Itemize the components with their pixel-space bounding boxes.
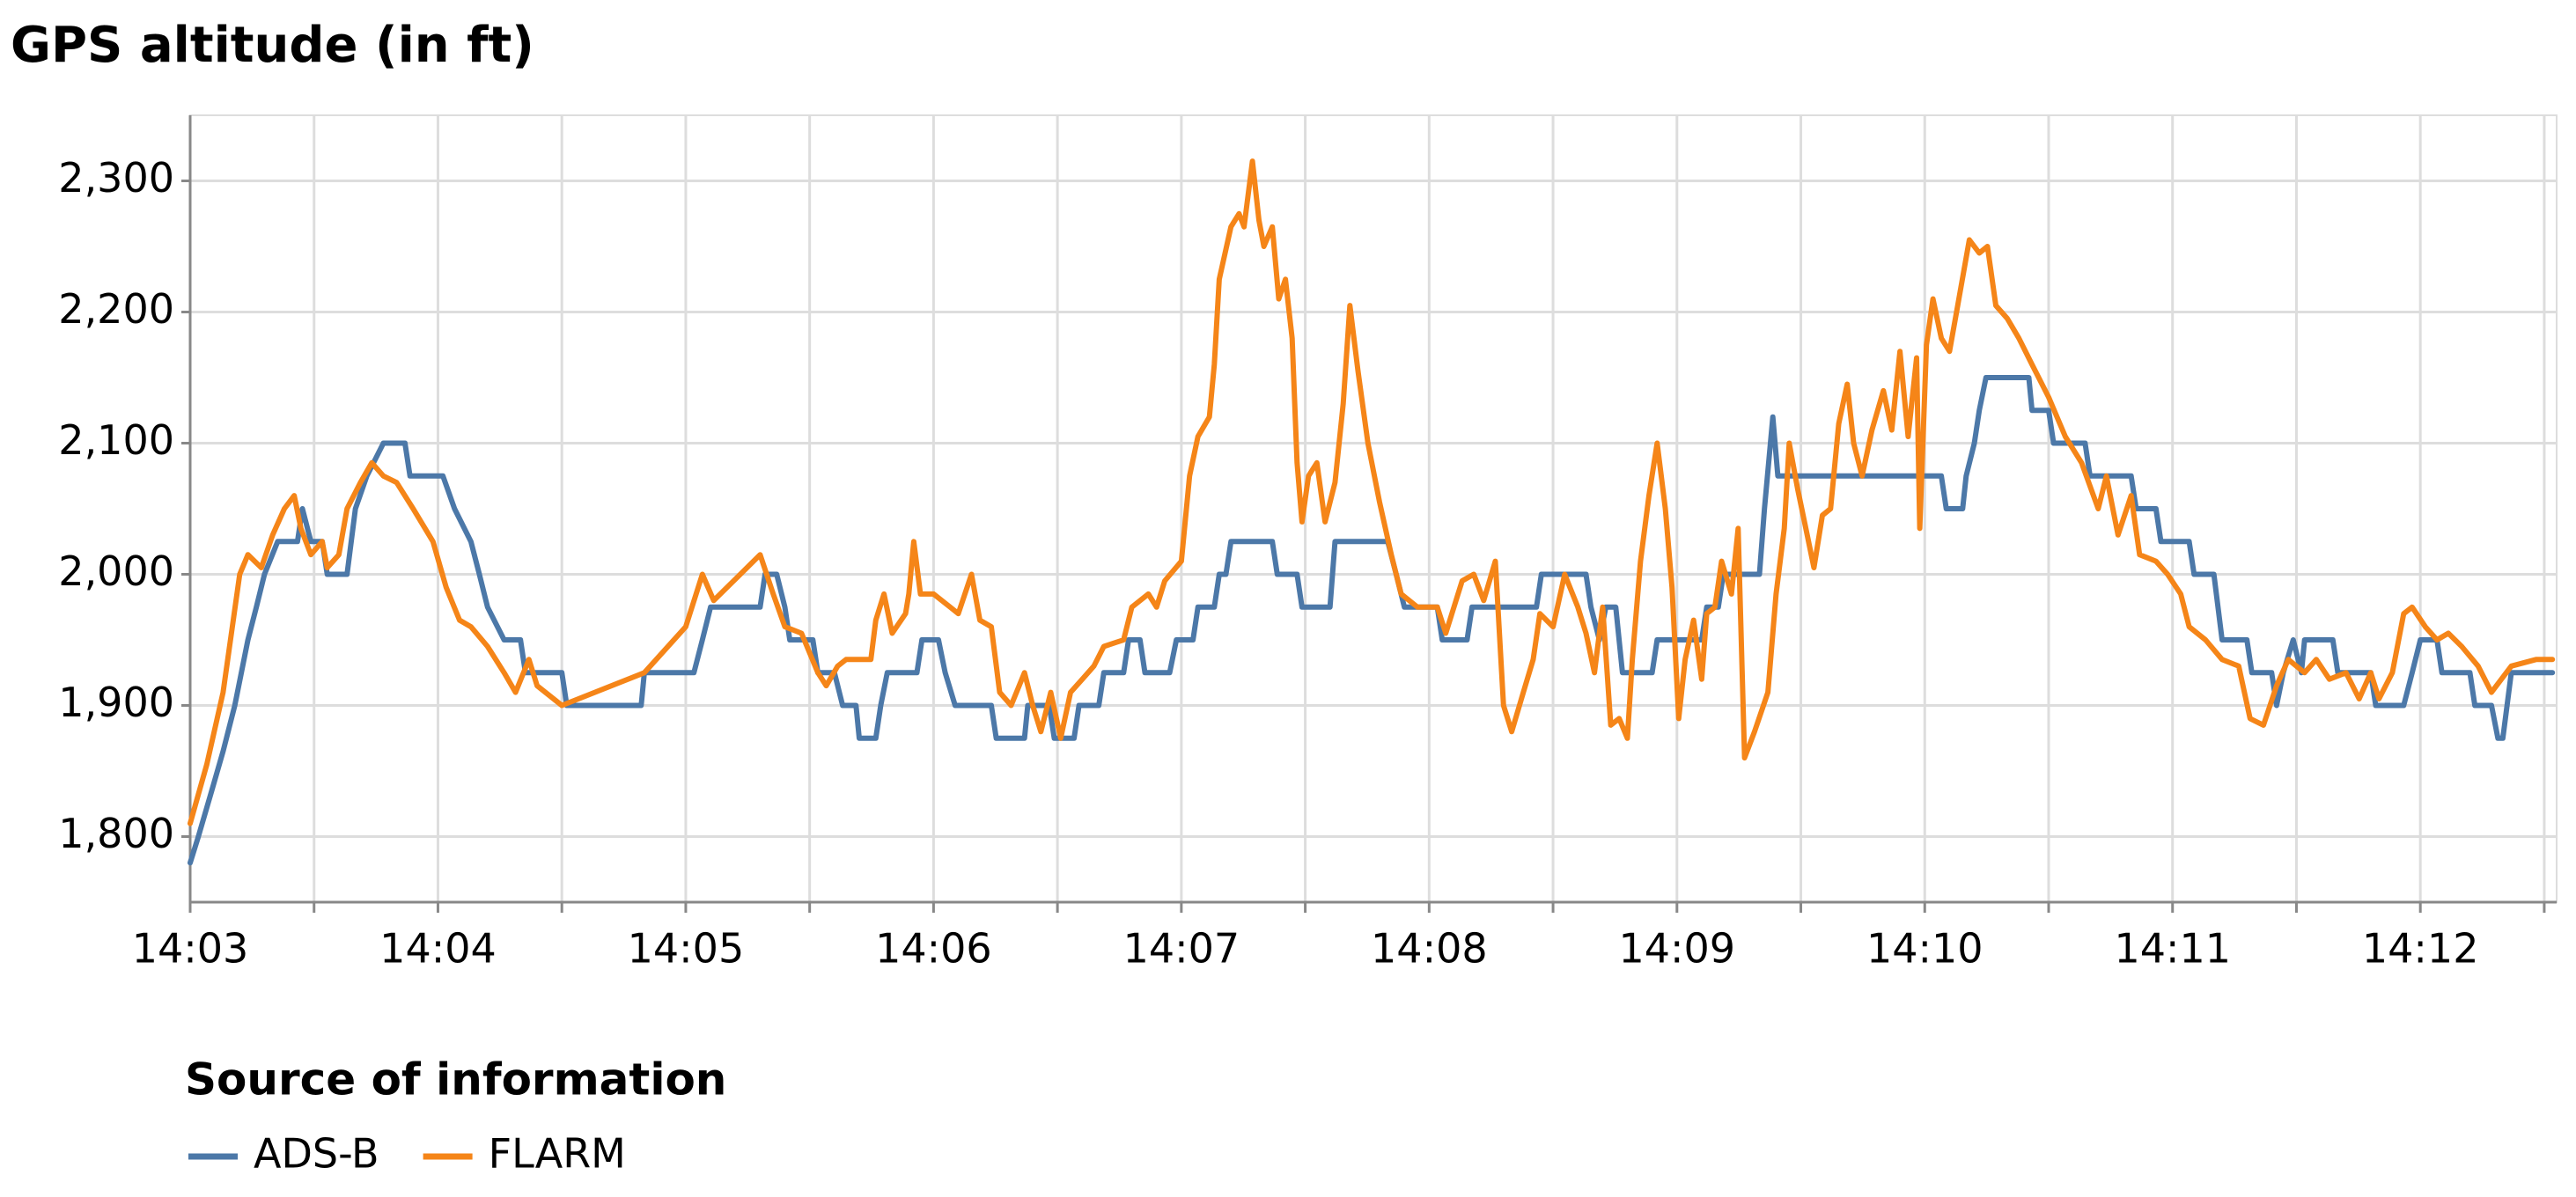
legend-title: Source of information	[185, 1054, 726, 1105]
x-tick-label: 14:07	[1123, 925, 1240, 973]
legend-label: FLARM	[489, 1130, 626, 1178]
line-series	[188, 158, 2556, 826]
legend-label: ADS-B	[254, 1130, 379, 1178]
x-tick-label: 14:05	[628, 925, 745, 973]
line-series	[188, 375, 2556, 866]
chart-title: GPS altitude (in ft)	[11, 17, 534, 74]
y-tick-label: 2,000	[58, 547, 174, 595]
plot-background	[189, 114, 2558, 903]
x-tick-label: 14:06	[875, 925, 992, 973]
x-tick-label: 14:09	[1619, 925, 1736, 973]
y-tick-label: 1,900	[58, 679, 174, 726]
x-tick-label: 14:04	[379, 925, 497, 973]
x-tick-label: 14:11	[2114, 925, 2231, 973]
y-tick-label: 1,800	[58, 810, 174, 857]
y-tick-label: 2,200	[58, 285, 174, 333]
y-tick-label: 2,300	[58, 154, 174, 202]
x-tick-label: 14:03	[132, 925, 249, 973]
y-tick-label: 2,100	[58, 416, 174, 464]
x-tick-label: 14:12	[2362, 925, 2479, 973]
x-tick-label: 14:10	[1866, 925, 1984, 973]
x-tick-label: 14:08	[1371, 925, 1488, 973]
